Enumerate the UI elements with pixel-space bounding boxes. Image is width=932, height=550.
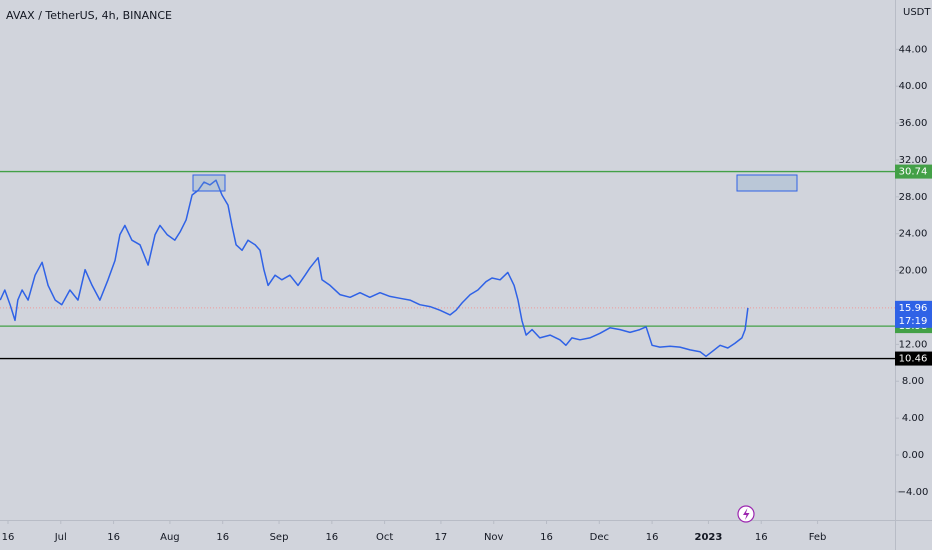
x-tick-label: 16 [540, 532, 553, 543]
x-tick-label: 17 [435, 532, 448, 543]
y-tick-label: 4.00 [902, 413, 924, 424]
event-icon[interactable] [737, 505, 755, 523]
y-tick-label: 20.00 [899, 266, 928, 277]
x-tick-label: 16 [107, 532, 120, 543]
highlight-box [736, 174, 798, 192]
x-tick-label: Dec [590, 532, 609, 543]
x-tick-label: Nov [484, 532, 504, 543]
y-tick-label: 12.00 [899, 339, 928, 350]
level-label-bg [895, 351, 932, 366]
chart-title: AVAX / TetherUS, 4h, BINANCE [6, 9, 172, 22]
x-tick-label: 2023 [695, 532, 723, 543]
level-label: 30.74 [899, 167, 928, 178]
countdown-label: 17:19 [899, 316, 928, 327]
y-tick-label: 8.00 [902, 376, 924, 387]
level-label-bg [895, 164, 932, 179]
x-tick-label: Oct [376, 532, 393, 543]
y-tick-label: 44.00 [899, 44, 928, 55]
plot [0, 170, 895, 360]
y-tick-label: 32.00 [899, 155, 928, 166]
y-tick-label: 40.00 [899, 81, 928, 92]
y-tick-label: 24.00 [899, 229, 928, 240]
x-tick-label: 16 [646, 532, 659, 543]
price-line [0, 179, 749, 358]
x-tick-label: 16 [216, 532, 229, 543]
y-tick-label: 0.00 [902, 450, 924, 461]
y-tick-label: 28.00 [899, 192, 928, 203]
highlight-box [192, 174, 226, 192]
x-tick-label: 16 [755, 532, 768, 543]
x-tick-label: 16 [2, 532, 15, 543]
x-tick-label: Jul [54, 532, 67, 543]
last-price-label: 15.96 [899, 303, 928, 314]
x-tick-label: 16 [325, 532, 338, 543]
y-tick-label: −4.00 [898, 487, 929, 498]
level-label: 10.46 [899, 354, 928, 365]
last-price-bg [895, 300, 932, 328]
x-tick-label: Feb [809, 532, 827, 543]
y-tick-label: 36.00 [899, 118, 928, 129]
currency-label: USDT [903, 7, 931, 18]
x-tick-label: Sep [270, 532, 289, 543]
x-tick-label: Aug [160, 532, 180, 543]
